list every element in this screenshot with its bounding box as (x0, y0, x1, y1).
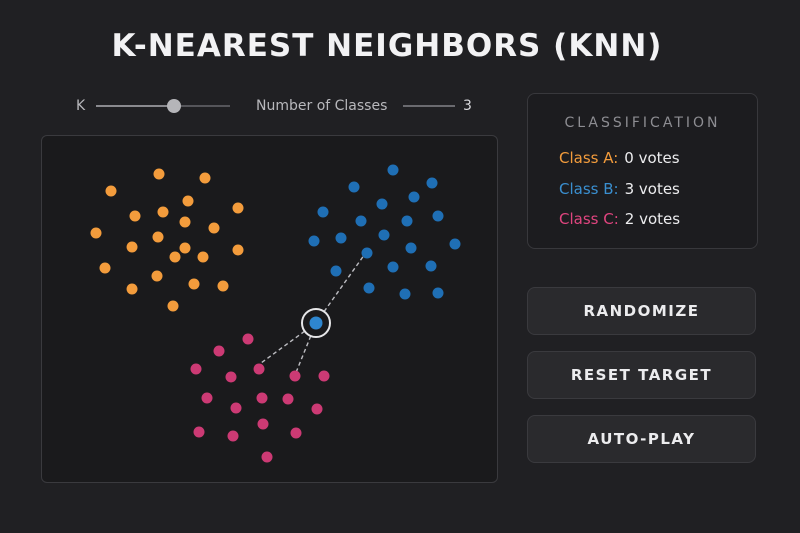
neighbor-link (260, 322, 317, 364)
class-b-point (317, 206, 329, 218)
class-a-point (197, 251, 209, 263)
class-c-point (230, 402, 242, 414)
class-a-point (179, 242, 191, 254)
class-a-point (152, 231, 164, 243)
reset-target-button[interactable]: RESET TARGET (527, 351, 756, 399)
vote-row-class-a: Class A: 0 votes (559, 148, 680, 168)
class-b-point (387, 261, 399, 273)
auto-play-button[interactable]: AUTO-PLAY (527, 415, 756, 463)
class-a-point (169, 251, 181, 263)
randomize-button[interactable]: RANDOMIZE (527, 287, 756, 335)
classes-value: 3 (463, 98, 472, 114)
class-b-point (425, 260, 437, 272)
classification-panel: CLASSIFICATION Class A: 0 votes Class B: 3… (527, 93, 758, 249)
target-point[interactable] (309, 316, 323, 330)
class-b-point (361, 247, 373, 259)
class-b-label: Class B: (559, 180, 619, 198)
class-a-point (151, 270, 163, 282)
class-c-point (253, 363, 265, 375)
class-a-point (99, 262, 111, 274)
class-b-point (330, 265, 342, 277)
class-b-point (335, 232, 347, 244)
class-b-point (405, 242, 417, 254)
class-c-point (227, 430, 239, 442)
class-a-point (182, 195, 194, 207)
controls-bar: K Number of Classes 3 (76, 96, 496, 116)
class-a-point (232, 244, 244, 256)
class-a-point (232, 202, 244, 214)
class-a-point (90, 227, 102, 239)
knn-scatter[interactable] (42, 136, 497, 482)
class-c-point (225, 371, 237, 383)
class-c-label: Class C: (559, 210, 619, 228)
class-a-label: Class A: (559, 149, 619, 167)
vote-row-class-c: Class C: 2 votes (559, 209, 680, 229)
class-b-point (355, 215, 367, 227)
class-b-point (408, 191, 420, 203)
class-a-point (179, 216, 191, 228)
class-a-point (126, 241, 138, 253)
class-c-point (289, 370, 301, 382)
class-b-point (432, 287, 444, 299)
class-a-point (153, 168, 165, 180)
class-a-point (129, 210, 141, 222)
class-a-point (199, 172, 211, 184)
class-b-point (401, 215, 413, 227)
class-c-votes: 2 votes (624, 210, 681, 228)
class-a-point (105, 185, 117, 197)
class-b-point (308, 235, 320, 247)
class-c-point (256, 392, 268, 404)
class-c-point (201, 392, 213, 404)
class-b-votes: 3 votes (624, 180, 680, 198)
class-c-point (193, 426, 205, 438)
page-title: K-NEAREST NEIGHBORS (KNN) (111, 28, 663, 64)
class-c-point (190, 363, 202, 375)
classes-label: Number of Classes (256, 98, 388, 114)
class-c-point (290, 427, 302, 439)
k-slider-fill (96, 105, 174, 107)
class-a-point (126, 283, 138, 295)
class-a-point (188, 278, 200, 290)
class-b-point (378, 229, 390, 241)
class-a-point (157, 206, 169, 218)
class-a-point (167, 300, 179, 312)
class-a-point (217, 280, 229, 292)
class-a-votes: 0 votes (624, 149, 680, 167)
class-c-point (213, 345, 225, 357)
class-b-point (363, 282, 375, 294)
class-c-point (282, 393, 294, 405)
class-c-point (257, 418, 269, 430)
k-slider-thumb[interactable] (166, 99, 181, 113)
class-b-point (426, 177, 438, 189)
class-c-point (311, 403, 323, 415)
class-b-point (399, 288, 411, 300)
class-b-point (376, 198, 388, 210)
class-c-point (242, 333, 254, 345)
class-b-point (449, 238, 461, 250)
class-b-point (348, 181, 360, 193)
class-a-point (208, 222, 220, 234)
k-label: K (76, 98, 86, 114)
class-b-point (432, 210, 444, 222)
k-slider[interactable] (96, 99, 230, 113)
vote-row-class-b: Class B: 3 votes (559, 179, 680, 199)
classification-heading: CLASSIFICATION (564, 115, 721, 131)
class-b-point (387, 164, 399, 176)
class-c-point (318, 370, 330, 382)
knn-plot-area[interactable] (41, 135, 498, 483)
class-c-point (261, 451, 273, 463)
classes-slider[interactable] (403, 105, 455, 107)
